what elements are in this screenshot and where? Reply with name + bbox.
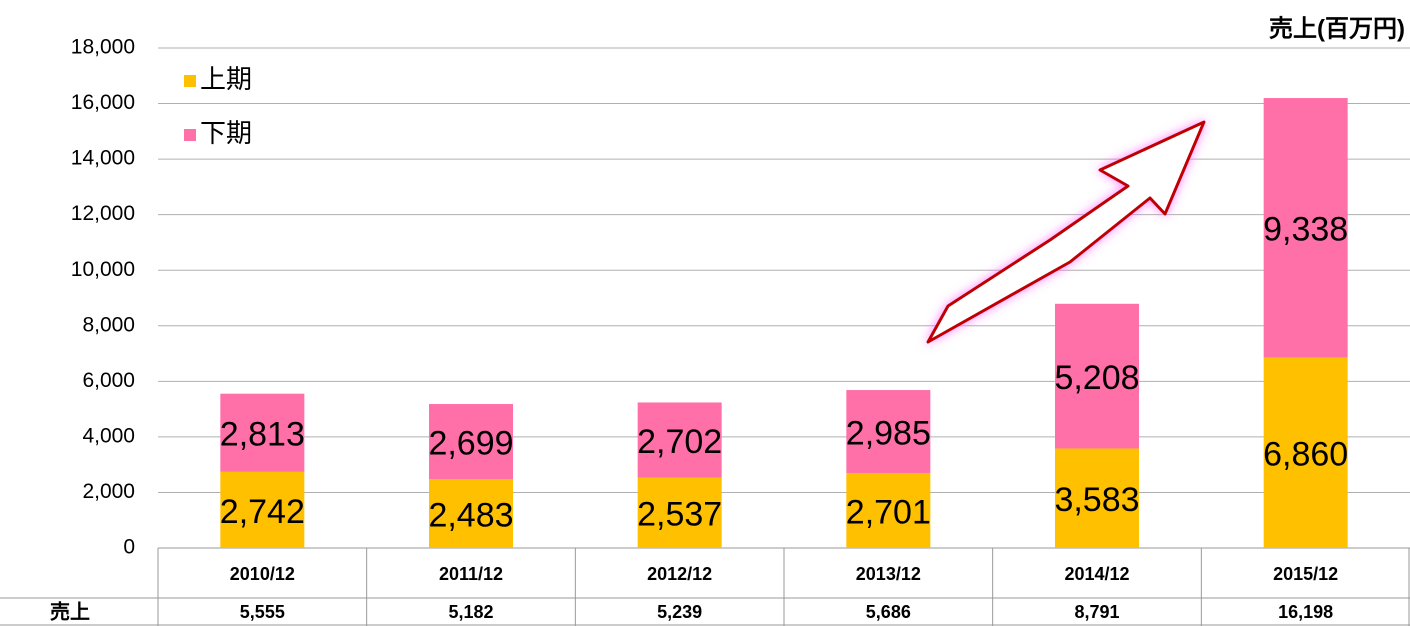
x-tick-label: 2013/12 (856, 564, 921, 584)
bar-segment (1263, 357, 1348, 548)
table-cell: 5,555 (240, 602, 285, 622)
table-cell: 5,239 (657, 602, 702, 622)
chart-title: 売上(百万円) (1269, 15, 1405, 42)
y-tick-label: 14,000 (71, 147, 135, 170)
bar-segment (1055, 303, 1139, 449)
bars (220, 98, 1348, 548)
labels: 2,742 2,483 2,537 2,701 3,583 6,860 2,813 2,699… (220, 211, 1348, 535)
y-tick-label: 12,000 (71, 202, 135, 225)
data-table: 2010/12 5,555 2011/12 5,182 2012/12 5,239 2013… (0, 548, 1410, 626)
x-tick-label: 2015/12 (1273, 564, 1338, 584)
y-tick-label: 10,000 (71, 258, 135, 281)
y-tick-label: 16,000 (71, 91, 135, 114)
table-row-label: 売上 (50, 600, 90, 623)
grid: 0 2,000 4,000 6,000 8,000 10,000 12,000 14,000 1… (71, 36, 1410, 559)
data-label: 2,702 (637, 423, 722, 461)
bar-segment (1055, 448, 1139, 548)
bar-segment (220, 393, 305, 472)
bar-segment (637, 477, 722, 548)
x-tick-label: 2014/12 (1064, 564, 1129, 584)
data-label: 2,699 (428, 425, 513, 463)
y-tick-label: 8,000 (82, 313, 135, 336)
data-label: 2,483 (428, 496, 513, 534)
y-tick-label: 6,000 (82, 369, 135, 392)
data-label: 2,985 (846, 414, 931, 452)
y-tick-label: 4,000 (82, 424, 135, 447)
bar-segment (637, 402, 722, 478)
data-label: 9,338 (1263, 211, 1348, 249)
x-tick-label: 2012/12 (647, 564, 712, 584)
bar-segment (846, 472, 931, 548)
bar-segment (429, 404, 513, 480)
bar-segment (1263, 98, 1348, 358)
table-cell: 5,686 (866, 602, 911, 622)
data-label: 5,208 (1054, 359, 1139, 397)
y-tick-label: 0 (123, 536, 135, 559)
y-tick-label: 18,000 (71, 36, 135, 59)
table-cell: 5,182 (448, 602, 493, 622)
y-tick-label: 2,000 (82, 480, 135, 503)
legend-label: 下期 (200, 118, 252, 148)
bar-segment (220, 471, 305, 548)
data-label: 2,701 (846, 493, 931, 531)
data-label: 6,860 (1263, 436, 1348, 474)
data-label: 3,583 (1054, 481, 1139, 519)
growth-arrow (926, 120, 1206, 344)
bar-segment (429, 479, 513, 548)
data-label: 2,537 (637, 496, 722, 534)
data-label: 2,813 (220, 416, 305, 454)
table-cell: 16,198 (1278, 602, 1333, 622)
legend-swatch (184, 75, 196, 87)
legend-swatch (184, 129, 196, 141)
x-tick-label: 2011/12 (439, 564, 503, 584)
table-cell: 8,791 (1074, 602, 1119, 622)
legend-label: 上期 (200, 64, 252, 94)
bar-segment (846, 390, 931, 473)
data-label: 2,742 (220, 493, 305, 531)
x-tick-label: 2010/12 (230, 564, 295, 584)
